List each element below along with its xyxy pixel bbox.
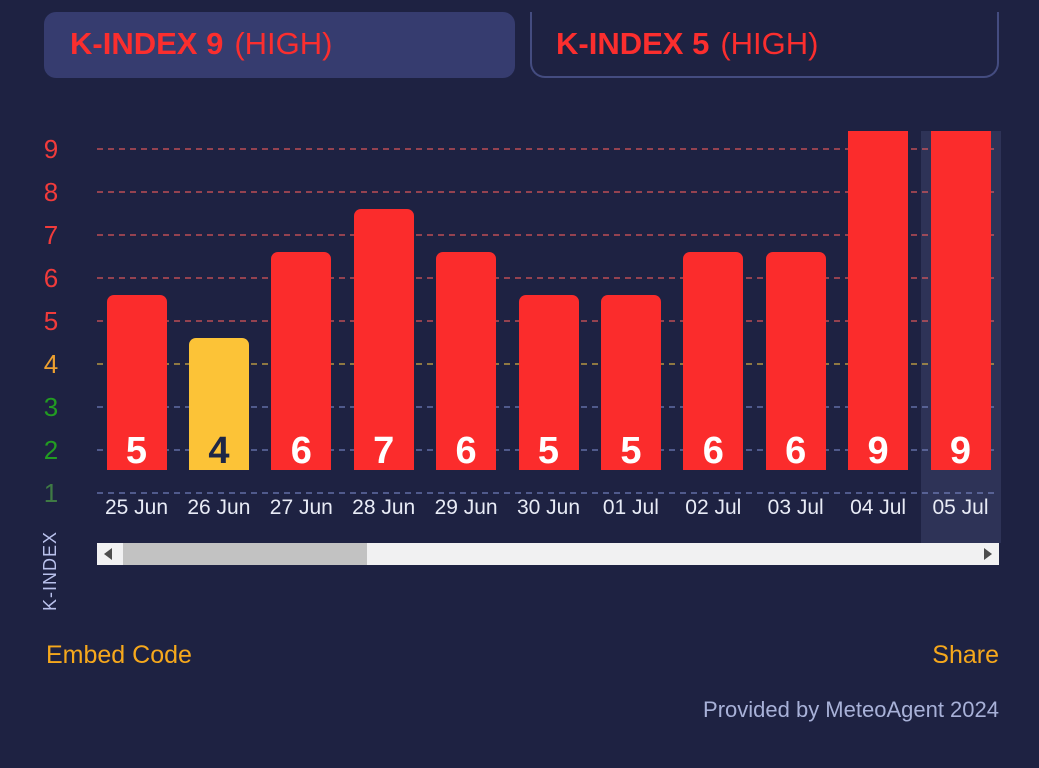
- x-tick-date: 05 Jul: [932, 496, 989, 519]
- y-tick-5: 5: [43, 306, 59, 336]
- y-tick-1: 1: [43, 478, 59, 508]
- bar-26-jun[interactable]: 4: [188, 338, 249, 472]
- x-tick-date: 01 Jul: [602, 496, 659, 519]
- tab-kindex-5[interactable]: K-INDEX 5 (HIGH): [530, 12, 999, 78]
- bar-01-jul[interactable]: 5: [600, 295, 661, 472]
- x-tick-date: 04 Jul: [850, 496, 907, 519]
- provider-credit: Provided by MeteoAgent 2024: [703, 697, 999, 722]
- scroll-left-icon: [104, 548, 112, 560]
- bar-value-label: 9: [867, 430, 889, 472]
- gridline-level-1: [97, 492, 999, 494]
- scroll-right-icon: [984, 548, 992, 560]
- share-link[interactable]: Share: [932, 641, 999, 669]
- bar-value-label: 6: [702, 430, 724, 472]
- tab-kindex-9[interactable]: K-INDEX 9 (HIGH): [44, 12, 515, 78]
- scrollbar-thumb[interactable]: [123, 543, 367, 565]
- x-tick-date: 28 Jun: [352, 496, 416, 519]
- bar-03-jul[interactable]: 6: [765, 252, 826, 472]
- bar-value-label: 5: [537, 430, 560, 472]
- bar-04-jul[interactable]: 9: [848, 131, 909, 472]
- x-tick-date: 02 Jul: [685, 496, 742, 519]
- bar-value-label: 6: [455, 430, 477, 472]
- x-tick-date: 29 Jun: [434, 496, 498, 519]
- gridline-level-9: [97, 148, 999, 150]
- bar-29-jun[interactable]: 6: [436, 252, 497, 472]
- bar-value-label: 6: [290, 430, 312, 472]
- bar-value-label: 4: [208, 430, 230, 472]
- embed-code-link[interactable]: Embed Code: [46, 641, 192, 669]
- y-tick-8: 8: [43, 177, 59, 207]
- bar-value-label: 6: [785, 430, 807, 472]
- y-tick-2: 2: [43, 435, 59, 465]
- y-tick-9: 9: [43, 134, 59, 164]
- bar-02-jul[interactable]: 6: [683, 252, 744, 472]
- scroll-right-button[interactable]: [977, 543, 999, 565]
- y-axis-title: K-INDEX: [40, 530, 60, 611]
- bar-value-label: 9: [949, 430, 972, 472]
- tab-level-label: (HIGH): [720, 26, 819, 61]
- y-tick-6: 6: [43, 263, 59, 293]
- bar-05-jul[interactable]: 9: [930, 131, 991, 472]
- x-tick-date: 25 Jun: [104, 496, 169, 519]
- y-tick-7: 7: [43, 220, 59, 250]
- bar-30-jun[interactable]: 5: [518, 295, 579, 472]
- y-tick-3: 3: [43, 392, 59, 422]
- scroll-left-button[interactable]: [97, 543, 119, 565]
- x-tick-date: 03 Jul: [767, 496, 824, 519]
- gridline-level-6: [97, 277, 999, 279]
- bar-value-label: 5: [125, 430, 148, 472]
- tab-title: K-INDEX 9: [70, 26, 224, 61]
- horizontal-scrollbar[interactable]: [97, 543, 999, 565]
- tab-title: K-INDEX 5: [556, 26, 710, 61]
- gridline-level-8: [97, 191, 999, 193]
- bar-28-jun[interactable]: 7: [353, 209, 414, 472]
- x-tick-date: 26 Jun: [187, 496, 251, 519]
- gridline-level-7: [97, 234, 999, 236]
- y-tick-4: 4: [43, 349, 59, 379]
- bar-25-jun[interactable]: 5: [106, 295, 167, 472]
- x-tick-date: 30 Jun: [516, 496, 581, 519]
- x-tick-date: 27 Jun: [269, 496, 333, 519]
- bar-27-jun[interactable]: 6: [271, 252, 332, 472]
- bar-value-label: 7: [373, 430, 395, 472]
- tab-level-label: (HIGH): [234, 26, 333, 61]
- bar-value-label: 5: [620, 430, 642, 472]
